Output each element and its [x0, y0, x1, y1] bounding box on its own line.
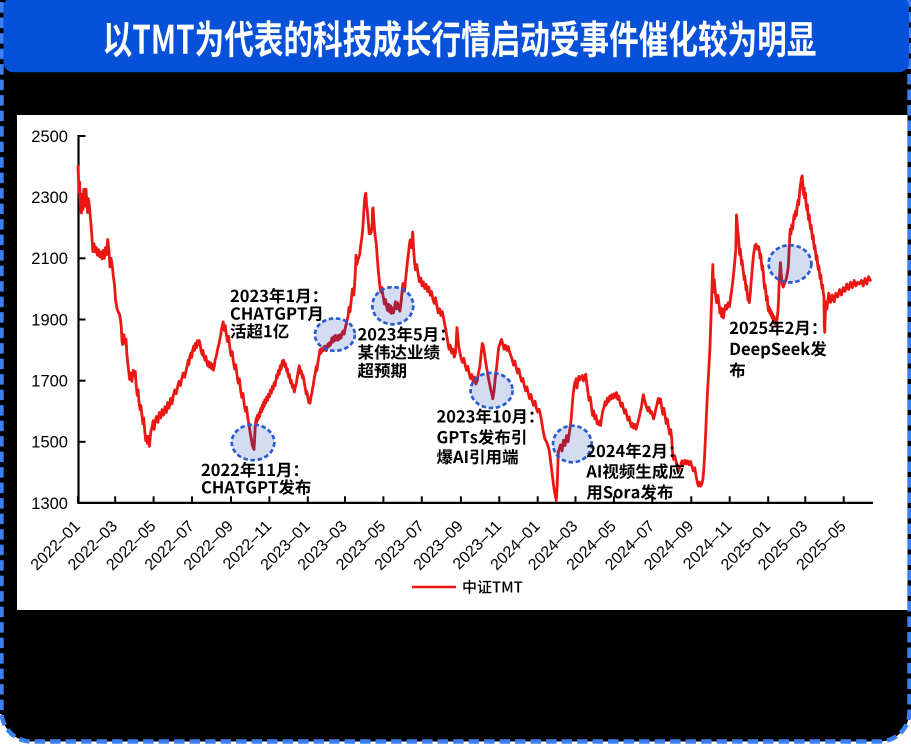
svg-text:2100: 2100 — [31, 250, 68, 268]
svg-text:2300: 2300 — [31, 189, 68, 207]
svg-text:1500: 1500 — [31, 434, 68, 452]
svg-text:1700: 1700 — [31, 373, 68, 391]
svg-text:1900: 1900 — [31, 311, 68, 329]
svg-text:2500: 2500 — [31, 128, 68, 146]
svg-text:1300: 1300 — [31, 495, 68, 513]
